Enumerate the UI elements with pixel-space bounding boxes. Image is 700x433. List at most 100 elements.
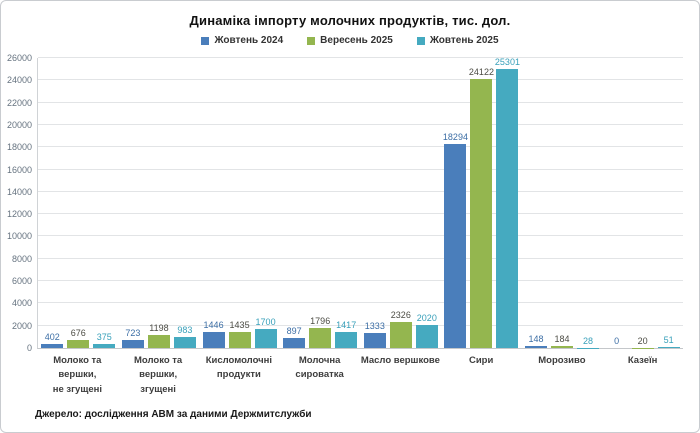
bar (93, 343, 116, 348)
bar-wrap: 1333 (363, 58, 387, 348)
bar-wrap: 28 (576, 58, 600, 348)
bar-value-label: 676 (70, 328, 86, 339)
legend-swatch-icon (416, 36, 425, 45)
bar (121, 339, 144, 348)
x-axis-category-label: Молоко та вершки, згущені (134, 355, 183, 395)
bar (41, 343, 64, 348)
y-axis-tick-label: 12000 (6, 209, 32, 220)
y-axis-tick-label: 20000 (6, 119, 32, 130)
bar (444, 143, 467, 348)
gridline (38, 101, 683, 103)
bar-value-label: 28 (583, 335, 594, 346)
bar-value-label: 1417 (336, 320, 357, 331)
gridline (38, 190, 683, 192)
gridline (38, 235, 683, 237)
y-axis-tick-label: 6000 (11, 276, 32, 287)
bar-value-label: 51 (663, 335, 674, 346)
bar-group: 1446 1435 1700 (199, 58, 280, 348)
bar-value-label: 983 (177, 325, 193, 336)
gridline (38, 123, 683, 125)
bar-value-label: 184 (554, 333, 570, 344)
y-axis-tick-label: 10000 (6, 231, 32, 242)
legend-item-2: Жовтень 2025 (416, 35, 499, 46)
y-axis-tick-label: 18000 (6, 142, 32, 153)
bar-wrap: 676 (66, 58, 90, 348)
bar-value-label: 1796 (310, 315, 331, 326)
x-axis-category-label: Казеїн (627, 355, 658, 366)
x-axis-category-label: Масло вершкове (360, 355, 440, 366)
bar (551, 345, 574, 348)
x-axis-category-label: Морозиво (538, 355, 586, 366)
bar (202, 331, 225, 348)
bar-value-label: 1700 (255, 317, 276, 328)
bar-group: 1333 2326 2020 (361, 58, 442, 348)
bar-value-label: 2020 (416, 313, 437, 324)
bar-wrap: 402 (40, 58, 64, 348)
bar (283, 338, 306, 348)
bar-value-label: 2326 (390, 310, 411, 321)
bar (173, 337, 196, 348)
gridline (38, 280, 683, 282)
bar-wrap: 723 (121, 58, 145, 348)
bar (389, 322, 412, 348)
bar-groups: 402 676 375 723 1198 983 1446 1435 1700 897 1796 14… (38, 58, 683, 348)
bar-value-label: 897 (286, 326, 302, 336)
y-axis-tick-label: 26000 (6, 53, 32, 63)
legend-label: Вересень 2025 (320, 35, 393, 46)
bar-value-label: 0 (614, 336, 620, 346)
bar-value-label: 18294 (442, 131, 468, 142)
bar-wrap: 20 (631, 58, 655, 348)
legend-swatch-icon (307, 36, 316, 45)
bar-value-label: 1333 (364, 321, 385, 332)
y-axis-tick-label: 4000 (11, 298, 32, 309)
bar (415, 325, 438, 348)
plot-wrap: 402 676 375 723 1198 983 1446 1435 1700 897 1796 14… (37, 57, 683, 397)
gridline (38, 324, 683, 326)
gridline (38, 79, 683, 81)
y-axis-tick-label: 14000 (6, 186, 32, 197)
legend-item-0: Жовтень 2024 (201, 35, 283, 46)
x-axis-category-label: Сири (468, 355, 494, 366)
bar-wrap: 1796 (308, 58, 332, 348)
gridline (38, 146, 683, 148)
y-axis-tick-label: 0 (26, 343, 32, 353)
legend-item-1: Вересень 2025 (307, 35, 393, 46)
bar (309, 327, 332, 348)
bar-wrap: 184 (550, 58, 574, 348)
x-axis-category-label: Молоко та вершки, не згущені (52, 355, 103, 395)
y-axis-tick-label: 22000 (6, 97, 32, 108)
y-axis-tick-label: 2000 (11, 320, 32, 331)
bar-wrap: 18294 (442, 58, 468, 348)
bar-wrap: 51 (657, 58, 681, 348)
y-axis: 0 2000 4000 6000 8000 10000 12000 14000 16000 180… (6, 53, 37, 353)
bar-wrap: 1446 (202, 58, 226, 348)
bar-wrap: 25301 (495, 58, 520, 348)
bar (470, 78, 493, 348)
bar-value-label: 148 (528, 334, 544, 345)
bar-value-label: 402 (44, 331, 60, 342)
bar (254, 329, 277, 348)
bar-wrap: 2020 (415, 58, 439, 348)
bar (228, 332, 251, 348)
bar-group: 402 676 375 (38, 58, 119, 348)
gridline (38, 257, 683, 259)
chart-title: Динаміка імпорту молочних продуктів, тис… (189, 13, 511, 28)
bar-wrap: 148 (524, 58, 548, 348)
bar-group: 723 1198 983 (119, 58, 200, 348)
legend-swatch-icon (201, 36, 210, 45)
bar-wrap: 983 (173, 58, 197, 348)
legend-label: Жовтень 2024 (214, 35, 284, 46)
source-note: Джерело: дослідження АВМ за даними Держм… (35, 408, 312, 420)
legend: Жовтень 2024 Вересень 2025 Жовтень 2025 (1, 35, 699, 46)
bar-group: 18294 24122 25301 (441, 58, 522, 348)
bar-value-label: 723 (125, 327, 141, 338)
y-axis-tick-label: 16000 (6, 164, 32, 175)
gridline (38, 57, 683, 58)
plot-area: 402 676 375 723 1198 983 1446 1435 1700 897 1796 14… (37, 57, 683, 349)
x-labels: Молоко та вершки, не згущені Молоко та ве… (37, 354, 683, 397)
bar-group: 0 20 51 (602, 58, 683, 348)
x-axis-category-label: Кисломолочні продукти (205, 355, 273, 381)
bar-value-label: 375 (96, 331, 112, 342)
bar-group: 148 184 28 (522, 58, 603, 348)
